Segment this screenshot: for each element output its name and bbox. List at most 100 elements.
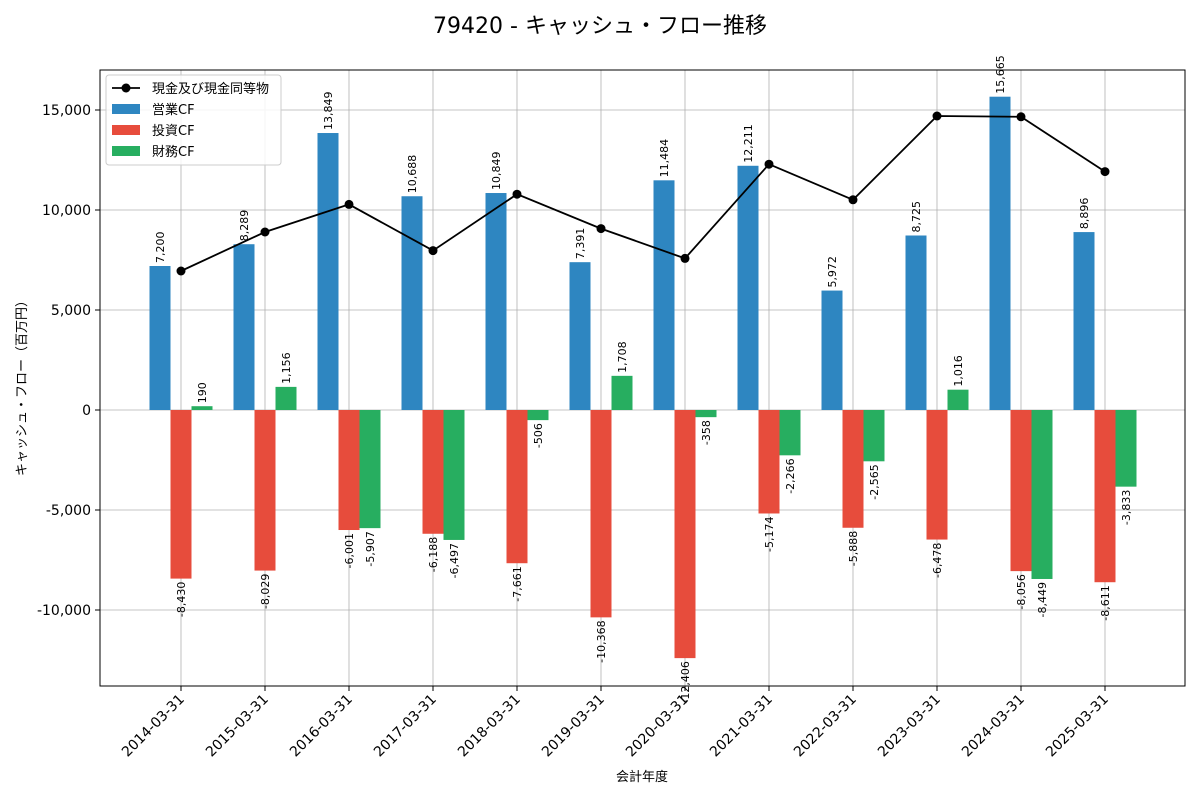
legend-label: 財務CF xyxy=(152,145,195,160)
data-label: 5,972 xyxy=(826,256,839,288)
legend-swatch xyxy=(112,125,140,135)
data-label: -6,478 xyxy=(931,543,944,578)
cash-point-2014-03-31 xyxy=(176,266,186,276)
data-label: 13,849 xyxy=(322,92,335,131)
data-labels-layer: 7,200 8,289 13,849 10,688 10,849 7,391 11,484 1… xyxy=(154,55,1133,703)
x-tick-label: 2015-03-31 xyxy=(203,692,272,761)
data-label: -358 xyxy=(700,420,713,445)
bar-2-2016-03-31 xyxy=(359,410,381,529)
y-axis-ticks: -10,000 -5,000 0 5,000 10,000 15,000 xyxy=(37,103,100,619)
cash-line xyxy=(180,115,1106,272)
bar-0-2024-03-31 xyxy=(989,96,1011,410)
data-label: 7,200 xyxy=(154,232,167,264)
bar-2-2023-03-31 xyxy=(947,389,969,410)
cash-point-2022-03-31 xyxy=(848,195,858,205)
data-label: 11,484 xyxy=(658,139,671,178)
cash-point-2020-03-31 xyxy=(680,253,690,263)
data-label: 10,849 xyxy=(490,152,503,191)
data-label: -6,497 xyxy=(448,543,461,578)
plot-frame xyxy=(99,69,1186,687)
data-label: -5,907 xyxy=(364,531,377,566)
data-label: -8,029 xyxy=(259,574,272,609)
data-label: 7,391 xyxy=(574,228,587,260)
bar-2-2020-03-31 xyxy=(695,410,717,418)
bar-2-2015-03-31 xyxy=(275,386,297,410)
bars-layer xyxy=(149,96,1137,659)
x-tick-label: 2023-03-31 xyxy=(875,692,944,761)
x-tick-label: 2018-03-31 xyxy=(455,692,524,761)
x-tick-label: 2024-03-31 xyxy=(959,692,1028,761)
legend-label: 現金及び現金同等物 xyxy=(152,81,269,97)
bar-1-2021-03-31 xyxy=(758,410,780,514)
data-label: -506 xyxy=(532,423,545,448)
bar-1-2025-03-31 xyxy=(1094,410,1116,583)
chart-title: 79420 - キャッシュ・フロー推移 xyxy=(433,14,767,39)
bar-1-2022-03-31 xyxy=(842,410,864,528)
x-tick-label: 2014-03-31 xyxy=(119,692,188,761)
bar-0-2020-03-31 xyxy=(653,180,675,410)
x-tick-label: 2021-03-31 xyxy=(707,692,776,761)
y-tick-label: -5,000 xyxy=(46,503,91,519)
y-tick-label: 15,000 xyxy=(42,103,91,119)
bar-1-2014-03-31 xyxy=(170,410,192,579)
x-tick-label: 2025-03-31 xyxy=(1043,692,1112,761)
y-tick-label: 0 xyxy=(82,403,91,419)
data-label: 1,016 xyxy=(952,355,965,387)
bar-0-2022-03-31 xyxy=(821,290,843,410)
data-label: 8,896 xyxy=(1078,198,1091,230)
bar-0-2021-03-31 xyxy=(737,165,759,410)
data-label: -8,430 xyxy=(175,582,188,617)
cash-point-2015-03-31 xyxy=(260,227,270,237)
x-tick-label: 2020-03-31 xyxy=(623,692,692,761)
bar-1-2017-03-31 xyxy=(422,410,444,534)
bar-2-2018-03-31 xyxy=(527,410,549,421)
x-tick-label: 2016-03-31 xyxy=(287,692,356,761)
bar-1-2023-03-31 xyxy=(926,410,948,540)
bar-2-2019-03-31 xyxy=(611,375,633,410)
data-label: 190 xyxy=(196,382,209,403)
data-label: -6,001 xyxy=(343,533,356,568)
data-label: -8,449 xyxy=(1036,582,1049,617)
bar-0-2014-03-31 xyxy=(149,266,171,410)
bar-0-2016-03-31 xyxy=(317,133,339,410)
cash-point-2024-03-31 xyxy=(1016,112,1026,122)
bar-1-2015-03-31 xyxy=(254,410,276,571)
data-label: 1,708 xyxy=(616,341,629,373)
data-label: -8,611 xyxy=(1099,585,1112,620)
bar-1-2019-03-31 xyxy=(590,410,612,618)
bar-0-2018-03-31 xyxy=(485,193,507,410)
data-label: 12,211 xyxy=(742,124,755,163)
bar-2-2024-03-31 xyxy=(1031,410,1053,579)
y-tick-label: 10,000 xyxy=(42,203,91,219)
bar-2-2025-03-31 xyxy=(1115,410,1137,487)
x-axis-ticks: 2014-03-31 2015-03-31 2016-03-31 2017-03-31… xyxy=(119,686,1112,760)
legend-swatch xyxy=(112,146,140,156)
y-axis-label: キャッシュ・フロー（百万円） xyxy=(15,294,30,476)
bar-2-2022-03-31 xyxy=(863,410,885,462)
bar-0-2019-03-31 xyxy=(569,262,591,410)
x-axis-label: 会計年度 xyxy=(616,769,668,785)
data-label: -8,056 xyxy=(1015,574,1028,609)
cash-point-2016-03-31 xyxy=(344,199,354,209)
bar-2-2021-03-31 xyxy=(779,410,801,456)
data-label: 10,688 xyxy=(406,155,419,194)
y-tick-label: 5,000 xyxy=(51,303,91,319)
bar-0-2015-03-31 xyxy=(233,244,255,410)
data-label: -12,406 xyxy=(679,661,692,703)
data-label: -3,833 xyxy=(1120,490,1133,525)
legend-box xyxy=(105,74,282,166)
cash-point-2019-03-31 xyxy=(596,224,606,234)
legend-label: 営業CF xyxy=(152,102,195,118)
cash-point-2018-03-31 xyxy=(512,189,522,199)
cash-point-2021-03-31 xyxy=(764,159,774,169)
data-label: -5,174 xyxy=(763,516,776,551)
data-label: -2,266 xyxy=(784,458,797,493)
bar-1-2018-03-31 xyxy=(506,410,528,564)
x-tick-label: 2017-03-31 xyxy=(371,692,440,761)
data-label: 15,665 xyxy=(994,55,1007,94)
data-label: 8,289 xyxy=(238,210,251,242)
data-label: 1,156 xyxy=(280,352,293,384)
legend-swatch xyxy=(112,104,140,114)
